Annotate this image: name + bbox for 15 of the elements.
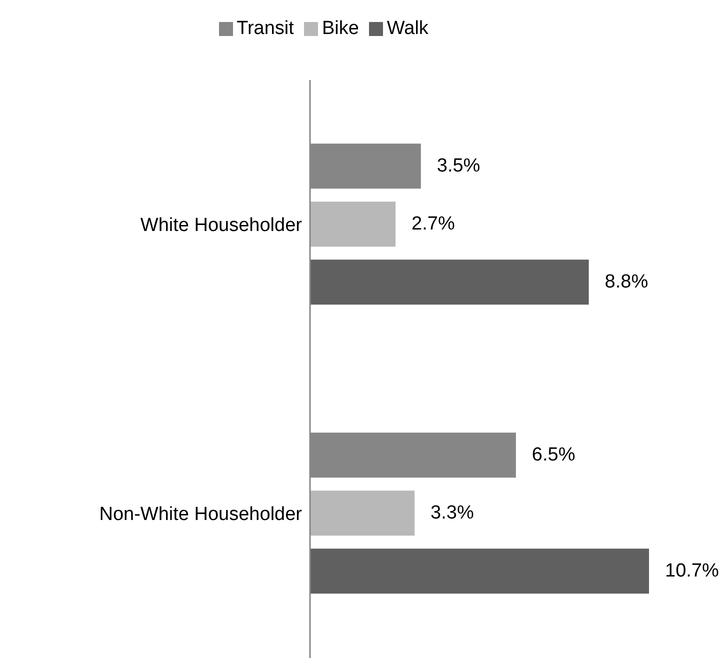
data-label: 3.3%	[430, 502, 474, 524]
bar	[310, 490, 415, 536]
bar	[310, 260, 589, 305]
data-label: 2.7%	[412, 214, 455, 235]
data-label: 3.5%	[436, 156, 480, 177]
legend-label: Bike	[322, 18, 359, 39]
data-label: 6.5%	[532, 444, 576, 466]
data-label: 10.7%	[665, 560, 719, 582]
legend-label: Transit	[236, 18, 294, 39]
data-label: 8.8%	[604, 272, 648, 293]
y-tick-label: Non-White Householder	[99, 504, 303, 526]
bar	[310, 548, 649, 594]
legend-label: Walk	[386, 18, 428, 39]
y-tick-label: White Householder	[140, 215, 303, 236]
bar	[310, 202, 396, 247]
